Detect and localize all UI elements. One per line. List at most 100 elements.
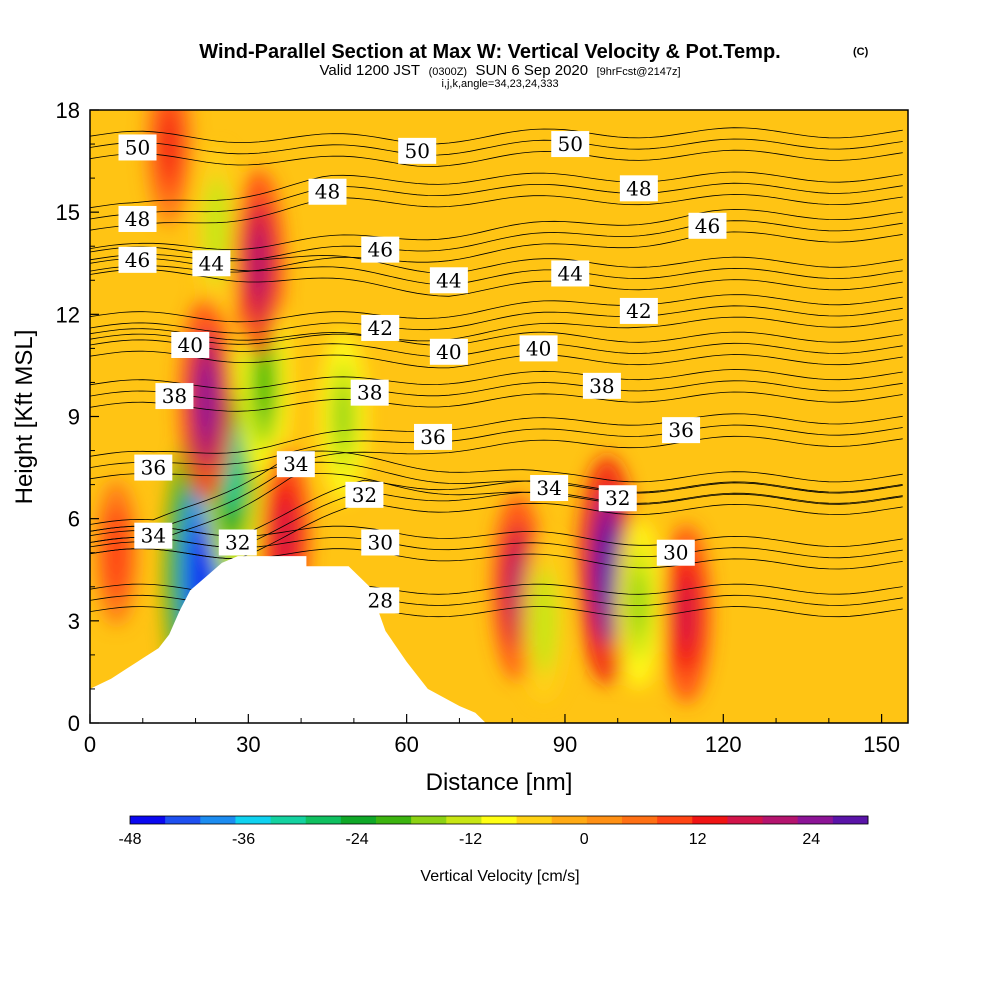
terrain-mask bbox=[90, 556, 908, 723]
chart-subtitle: Valid 1200 JST (0300Z) SUN 6 Sep 2020 [9… bbox=[319, 62, 680, 79]
theta-label: 38 bbox=[357, 381, 382, 405]
vertical-velocity-field bbox=[95, 110, 711, 723]
theta-label-box bbox=[551, 260, 590, 287]
theta-label-box bbox=[398, 137, 437, 164]
w-core-peak bbox=[537, 589, 551, 653]
colorbar-swatch bbox=[551, 816, 588, 824]
w-core-peak bbox=[256, 344, 272, 421]
theta-label: 28 bbox=[368, 588, 393, 612]
theta-contour-line bbox=[90, 316, 903, 345]
theta-label-box bbox=[429, 338, 468, 365]
x-tick-label: 120 bbox=[705, 732, 742, 757]
theta-label: 50 bbox=[125, 135, 150, 159]
colorbar-tick-label: 0 bbox=[580, 831, 589, 848]
theta-label-box bbox=[519, 335, 558, 362]
theta-label-box bbox=[551, 131, 590, 158]
colorbar-swatch bbox=[270, 816, 307, 824]
theta-contour-line bbox=[90, 171, 903, 209]
x-axis-label: Distance [nm] bbox=[426, 769, 573, 796]
theta-contour-line bbox=[90, 209, 903, 251]
theta-label: 44 bbox=[436, 268, 461, 292]
theta-label: 48 bbox=[626, 176, 651, 200]
theta-label: 42 bbox=[626, 299, 651, 323]
subtitle-valid: Valid 1200 JST bbox=[319, 62, 420, 79]
subtitle-date: SUN 6 Sep 2020 bbox=[476, 62, 589, 79]
colorbar-tick-label: -36 bbox=[232, 831, 255, 848]
theta-contour-line bbox=[90, 127, 903, 145]
y-tick-label: 6 bbox=[68, 507, 80, 532]
colorbar-swatch bbox=[657, 816, 693, 824]
w-core-peak bbox=[679, 579, 694, 649]
theta-label-box bbox=[345, 481, 384, 508]
theta-contour-line bbox=[90, 138, 903, 156]
theta-label: 36 bbox=[668, 418, 693, 442]
theta-label: 36 bbox=[141, 456, 166, 480]
w-core-peak bbox=[251, 227, 267, 300]
x-tick-label: 150 bbox=[863, 732, 900, 757]
colorbar-swatch bbox=[411, 816, 447, 824]
theta-label: 44 bbox=[558, 261, 583, 285]
colorbar-swatch bbox=[832, 816, 869, 824]
colorbar-swatch bbox=[235, 816, 272, 824]
y-tick-label: 0 bbox=[68, 711, 80, 736]
theta-label: 50 bbox=[404, 139, 429, 163]
x-axis: 0 30 60 90 120 150 bbox=[84, 714, 900, 757]
theta-label-box bbox=[276, 451, 315, 478]
theta-contour-line bbox=[90, 328, 903, 346]
theta-label-box bbox=[218, 529, 257, 556]
colorbar-swatch bbox=[165, 816, 201, 824]
theta-contour-line bbox=[90, 182, 903, 220]
colorbar-swatch bbox=[376, 816, 412, 824]
x-tick-label: 60 bbox=[394, 732, 418, 757]
colorbar-swatch bbox=[200, 816, 236, 824]
y-tick-label: 3 bbox=[68, 609, 80, 634]
theta-label-box bbox=[361, 236, 400, 263]
theta-label-box bbox=[414, 423, 453, 450]
colorbar-tick-label: 24 bbox=[802, 831, 820, 848]
colorbar-swatch bbox=[692, 816, 728, 824]
colorbar-tick-label: -24 bbox=[346, 831, 369, 848]
theta-label: 38 bbox=[589, 374, 614, 398]
theta-contour-line bbox=[90, 339, 903, 357]
theta-label: 48 bbox=[125, 207, 150, 231]
theta-label: 34 bbox=[141, 524, 166, 548]
theta-contour-line bbox=[90, 413, 903, 457]
theta-label-box bbox=[688, 212, 727, 239]
theta-contour-line bbox=[90, 461, 903, 537]
theta-contour-line bbox=[90, 305, 903, 334]
colorbar-swatch bbox=[446, 816, 482, 824]
theta-label-box bbox=[171, 331, 210, 358]
theta-label-box bbox=[155, 383, 194, 410]
theta-label: 40 bbox=[526, 336, 551, 360]
theta-label-box bbox=[118, 205, 157, 232]
w-core-peak bbox=[336, 383, 351, 450]
theta-label-box bbox=[361, 314, 400, 341]
w-core-peak bbox=[162, 112, 176, 176]
theta-label: 34 bbox=[283, 452, 308, 476]
theta-contour-line bbox=[90, 502, 903, 560]
theta-contour-line bbox=[90, 149, 903, 167]
theta-label-box bbox=[361, 529, 400, 556]
colorbar-swatch bbox=[340, 816, 377, 824]
theta-label-box bbox=[582, 372, 621, 399]
colorbar-tick-label: 12 bbox=[689, 831, 707, 848]
theta-label-box bbox=[619, 297, 658, 324]
theta-label-box bbox=[619, 175, 658, 202]
w-core-peak bbox=[631, 571, 646, 637]
theta-label: 50 bbox=[558, 132, 583, 156]
theta-label-box bbox=[656, 539, 695, 566]
subtitle-forecast: [9hrFcst@2147z] bbox=[597, 66, 681, 78]
colorbar-swatch bbox=[130, 816, 166, 824]
chart-title: Wind-Parallel Section at Max W: Vertical… bbox=[199, 41, 780, 63]
theta-label: 46 bbox=[695, 214, 720, 238]
theta-label-box bbox=[350, 379, 389, 406]
theta-contour-line bbox=[90, 380, 903, 401]
chart-title-mark: (C) bbox=[853, 46, 869, 58]
theta-contour-line bbox=[90, 424, 903, 468]
w-core-peak bbox=[598, 525, 616, 614]
theta-label-box bbox=[598, 485, 637, 512]
colorbar-tick-label: -12 bbox=[459, 831, 482, 848]
theta-label-box bbox=[429, 267, 468, 294]
theta-label-box bbox=[662, 417, 701, 444]
colorbar-tick-label: -48 bbox=[118, 831, 141, 848]
